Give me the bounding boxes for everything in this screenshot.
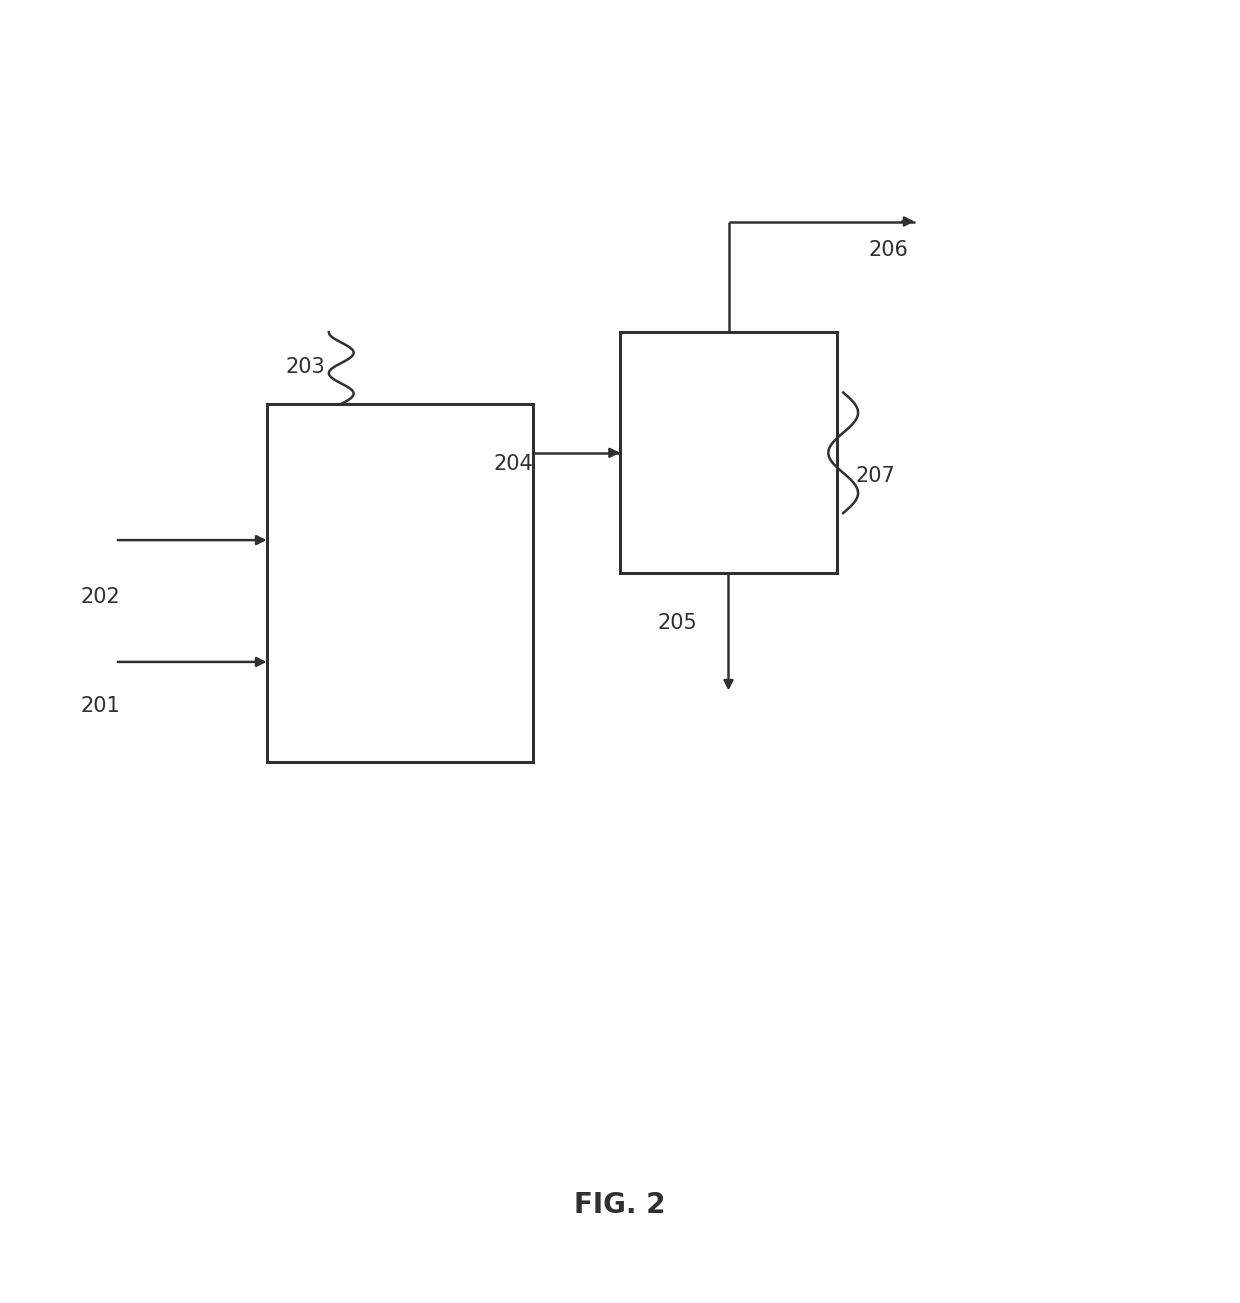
Bar [267,404,533,762]
Bar [620,332,837,573]
Text: 207: 207 [856,465,895,486]
Text: 202: 202 [81,586,120,607]
Text: 205: 205 [657,612,697,633]
Text: 206: 206 [868,240,908,261]
Text: 204: 204 [494,453,533,474]
Text: FIG. 2: FIG. 2 [574,1191,666,1220]
Text: 201: 201 [81,696,120,717]
Text: 203: 203 [285,357,325,378]
